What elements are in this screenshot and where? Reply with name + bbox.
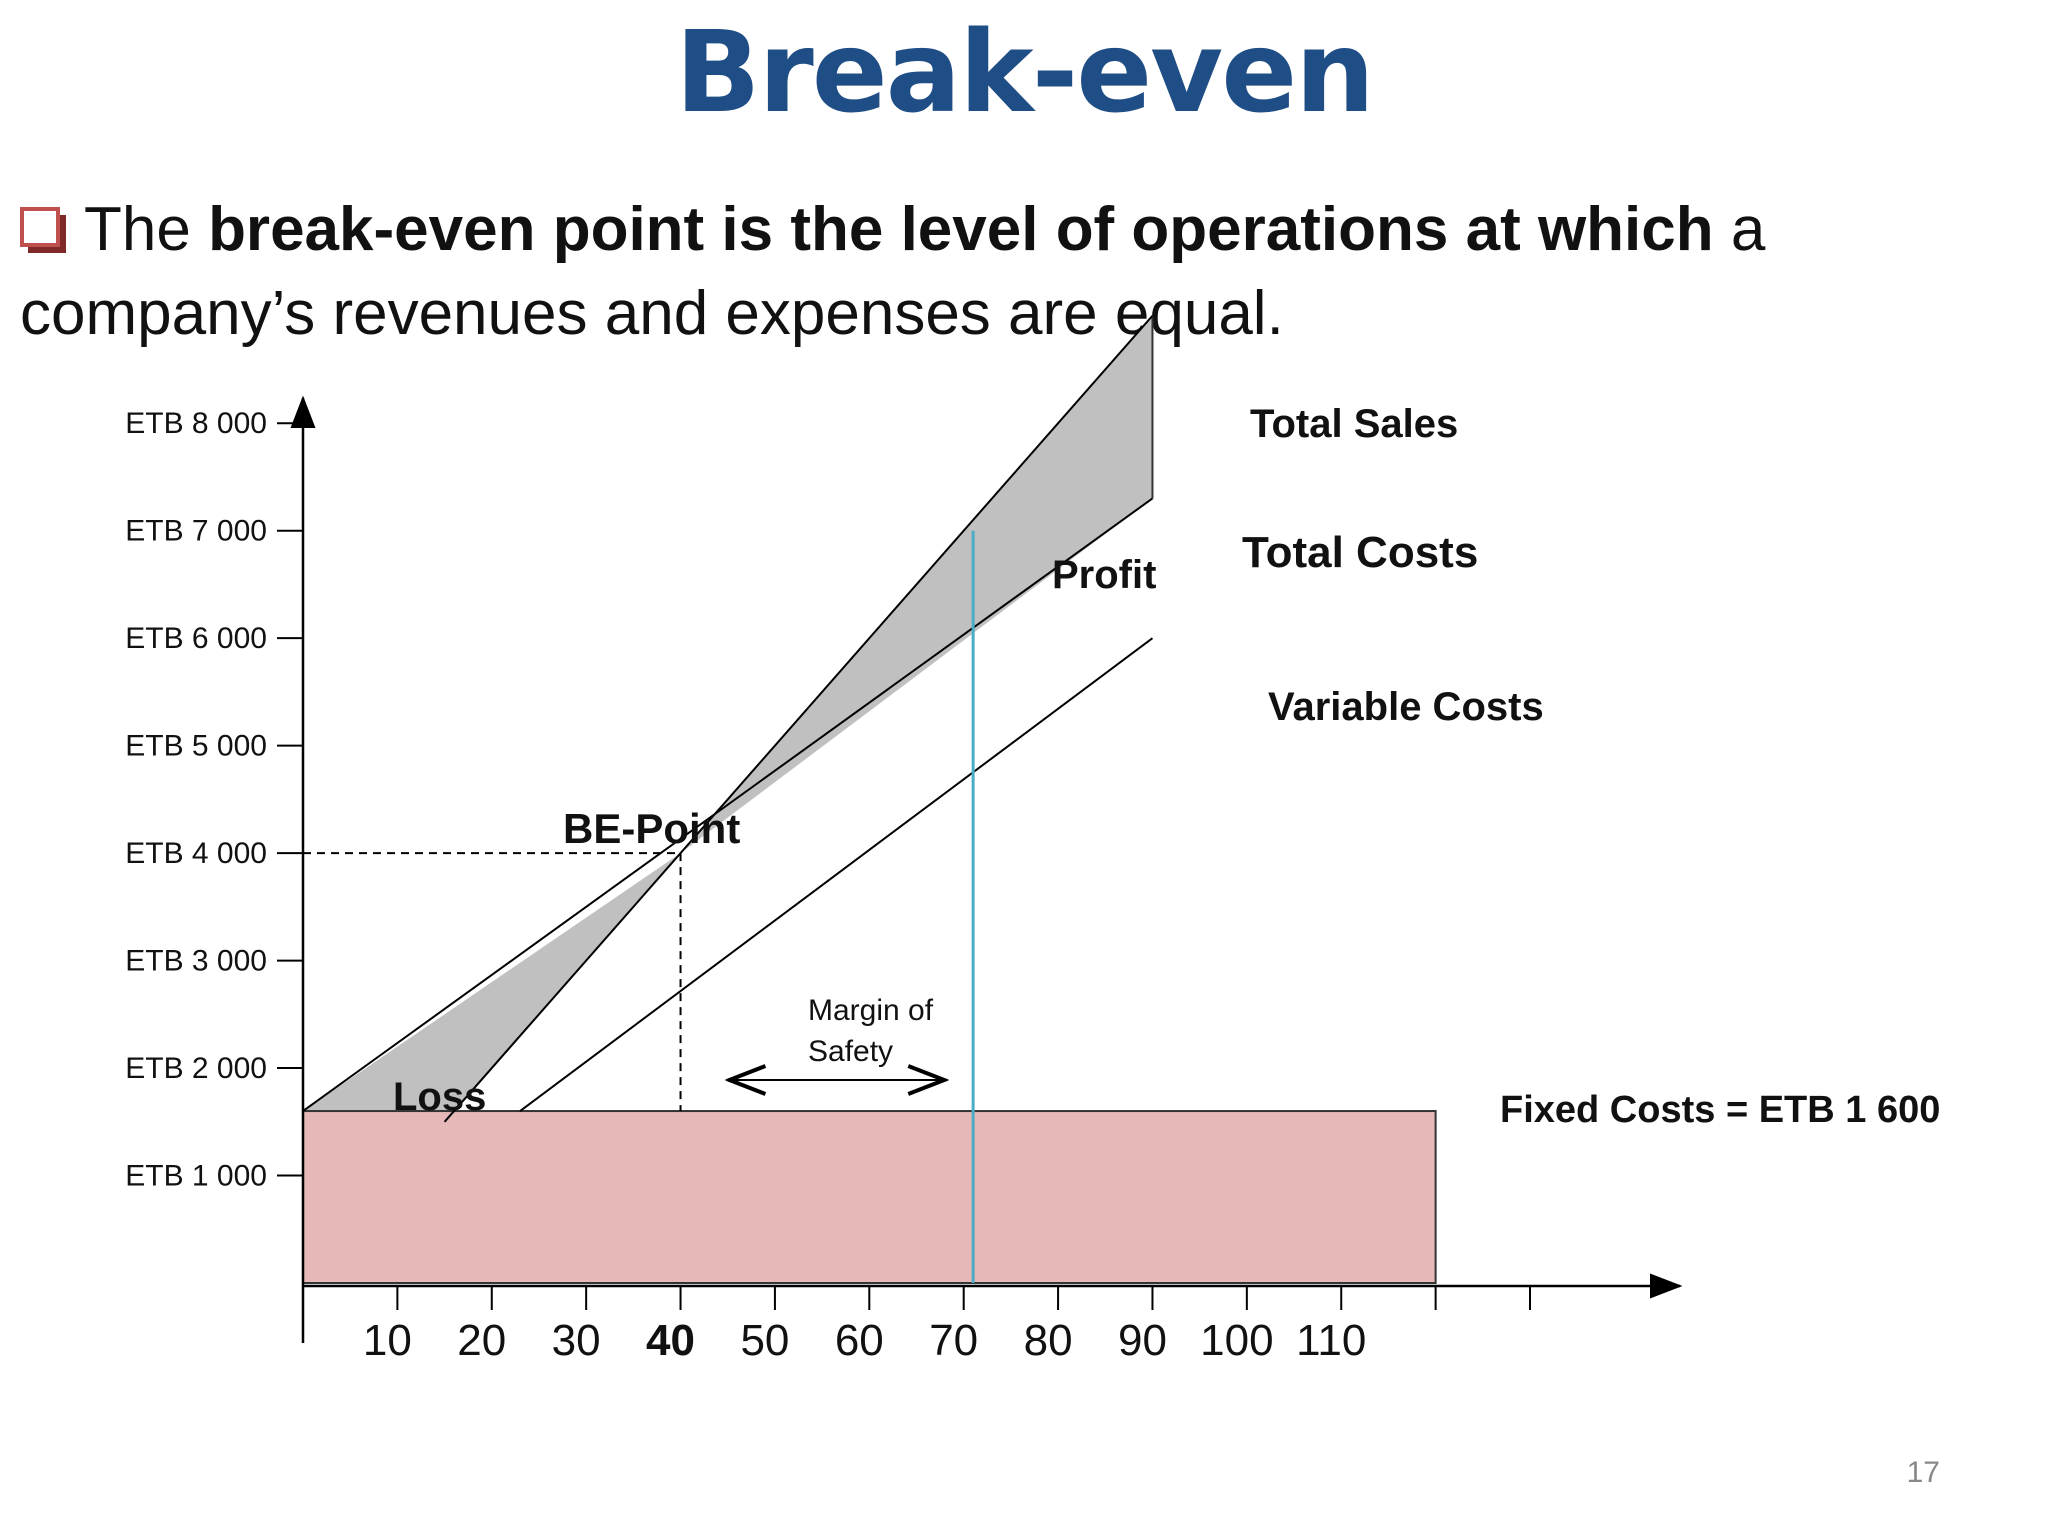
y-tick-label: ETB 3 000 [125, 945, 267, 978]
x-tick-label: 110 [1296, 1316, 1366, 1365]
bullet-text-post: a company’s revenues and expenses are eq… [20, 195, 1766, 348]
profit-label: Profit [1052, 553, 1156, 597]
y-tick-label: ETB 7 000 [125, 515, 267, 548]
x-tick-label: 90 [1118, 1316, 1167, 1365]
x-tick-label: 100 [1200, 1316, 1273, 1365]
y-tick-label: ETB 1 000 [125, 1160, 267, 1193]
x-tick-label: 80 [1024, 1316, 1073, 1365]
x-tick-label: 20 [457, 1316, 506, 1365]
fixed-costs-area [302, 1110, 1437, 1285]
bullet-text-bold: break-even point is the level of operati… [208, 195, 1714, 264]
y-tick-label: ETB 2 000 [125, 1052, 267, 1085]
margin-of-safety-label-line2: Safety [808, 1035, 893, 1068]
variable-costs-line [519, 637, 1154, 1112]
checkbox-bullet-icon [20, 206, 66, 253]
total-sales-line [443, 315, 1154, 1123]
series-label: Total Costs [1242, 528, 1478, 577]
x-tick-label: 50 [740, 1316, 789, 1365]
y-tick-label: ETB 5 000 [125, 730, 267, 763]
bullet-text-pre: The [84, 195, 209, 264]
page-number: 17 [1906, 1456, 1940, 1489]
x-tick-label: 70 [929, 1316, 978, 1365]
margin-of-safety-label-line1: Margin of [808, 994, 934, 1027]
y-tick-label: ETB 8 000 [125, 407, 267, 440]
bullet-paragraph: The break-even point is the level of ope… [20, 188, 2040, 356]
series-label: Total Sales [1250, 402, 1458, 446]
fixed-costs-label: Fixed Costs = ETB 1 600 [1500, 1089, 1940, 1131]
slide-title: Break-even [675, 8, 1375, 138]
y-tick-label: ETB 4 000 [125, 837, 267, 870]
y-tick-label: ETB 6 000 [125, 622, 267, 655]
loss-area [303, 853, 681, 1122]
x-tick-label: 30 [552, 1316, 601, 1365]
x-tick-label: 40 [646, 1316, 695, 1365]
total-costs-line [302, 497, 1154, 1112]
series-label: Variable Costs [1268, 685, 1544, 729]
x-tick-label: 10 [363, 1316, 412, 1365]
be-point-label: BE-Point [563, 805, 740, 852]
x-tick-label: 60 [835, 1316, 884, 1365]
loss-label: Loss [393, 1075, 486, 1119]
